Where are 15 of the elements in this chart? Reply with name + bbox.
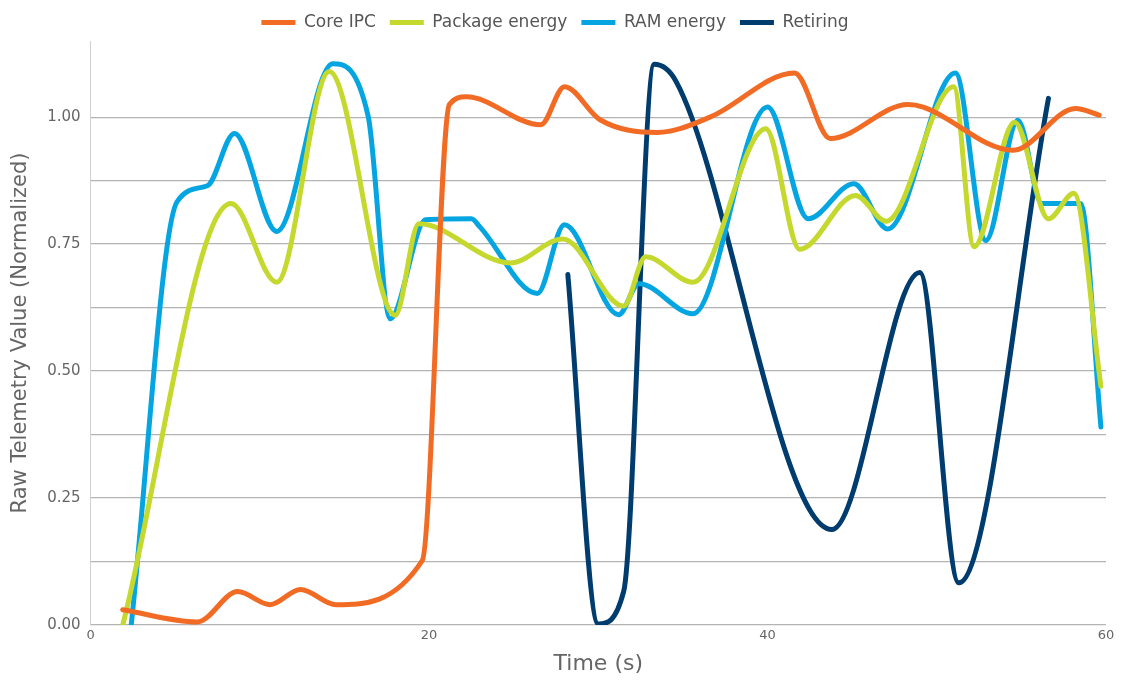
x-tick-label: 40 [759,627,776,643]
x-tick-label: 60 [1097,627,1115,643]
y-tick-label: 1.00 [47,107,81,126]
y-tick-label: 0.50 [47,360,81,379]
x-axis-title: Time (s) [552,649,644,675]
legend-label: Package energy [432,10,568,31]
legend-label: Retiring [782,10,849,31]
x-tick-label: 0 [86,627,95,643]
y-tick-label: 0.25 [47,487,81,506]
y-tick-label: 0.00 [47,614,81,633]
legend-label: RAM energy [623,10,726,31]
y-axis-title: Raw Telemetry Value (Normalized) [7,152,32,514]
legend-label: Core IPC [303,10,376,31]
x-tick-label: 20 [420,627,438,643]
y-tick-label: 0.75 [47,234,81,253]
